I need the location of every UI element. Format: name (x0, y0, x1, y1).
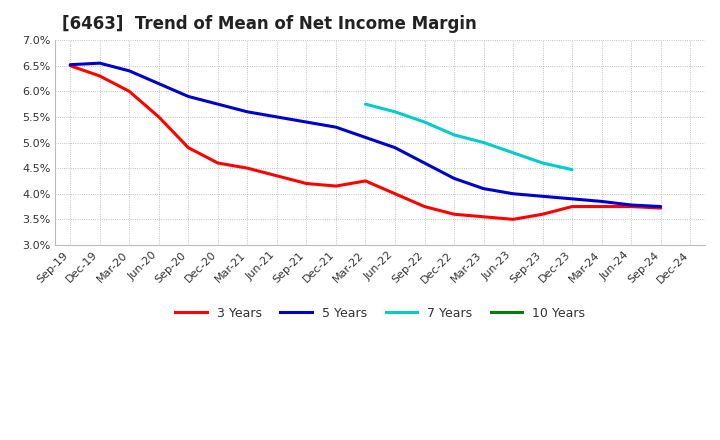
5 Years (539, 194, 547, 199)
Line: 5 Years: 5 Years (70, 63, 661, 206)
5 Years (66, 62, 74, 67)
5 Years (243, 109, 252, 114)
3 Years (420, 204, 429, 209)
3 Years (155, 114, 163, 120)
5 Years (361, 135, 370, 140)
5 Years (598, 199, 606, 204)
5 Years (509, 191, 518, 196)
3 Years (96, 73, 104, 79)
7 Years (509, 150, 518, 155)
3 Years (657, 205, 665, 211)
5 Years (627, 202, 636, 208)
7 Years (539, 160, 547, 165)
3 Years (568, 204, 577, 209)
Line: 7 Years: 7 Years (366, 104, 572, 170)
5 Years (184, 94, 193, 99)
5 Years (657, 204, 665, 209)
5 Years (568, 196, 577, 202)
3 Years (361, 178, 370, 183)
3 Years (214, 160, 222, 165)
3 Years (302, 181, 311, 186)
3 Years (391, 191, 400, 196)
5 Years (302, 119, 311, 125)
7 Years (420, 119, 429, 125)
7 Years (480, 140, 488, 145)
Legend: 3 Years, 5 Years, 7 Years, 10 Years: 3 Years, 5 Years, 7 Years, 10 Years (171, 302, 590, 325)
5 Years (273, 114, 282, 120)
7 Years (568, 167, 577, 172)
5 Years (96, 61, 104, 66)
5 Years (214, 102, 222, 107)
5 Years (450, 176, 459, 181)
Text: [6463]  Trend of Mean of Net Income Margin: [6463] Trend of Mean of Net Income Margi… (62, 15, 477, 33)
3 Years (480, 214, 488, 220)
5 Years (125, 68, 134, 73)
3 Years (332, 183, 341, 189)
3 Years (539, 212, 547, 217)
3 Years (509, 217, 518, 222)
3 Years (450, 212, 459, 217)
5 Years (391, 145, 400, 150)
3 Years (598, 204, 606, 209)
7 Years (361, 102, 370, 107)
5 Years (480, 186, 488, 191)
3 Years (125, 89, 134, 94)
3 Years (66, 63, 74, 68)
5 Years (420, 160, 429, 165)
5 Years (155, 81, 163, 86)
3 Years (273, 173, 282, 179)
5 Years (332, 125, 341, 130)
Line: 3 Years: 3 Years (70, 66, 661, 220)
3 Years (243, 165, 252, 171)
7 Years (391, 109, 400, 114)
3 Years (184, 145, 193, 150)
7 Years (450, 132, 459, 137)
3 Years (627, 204, 636, 209)
